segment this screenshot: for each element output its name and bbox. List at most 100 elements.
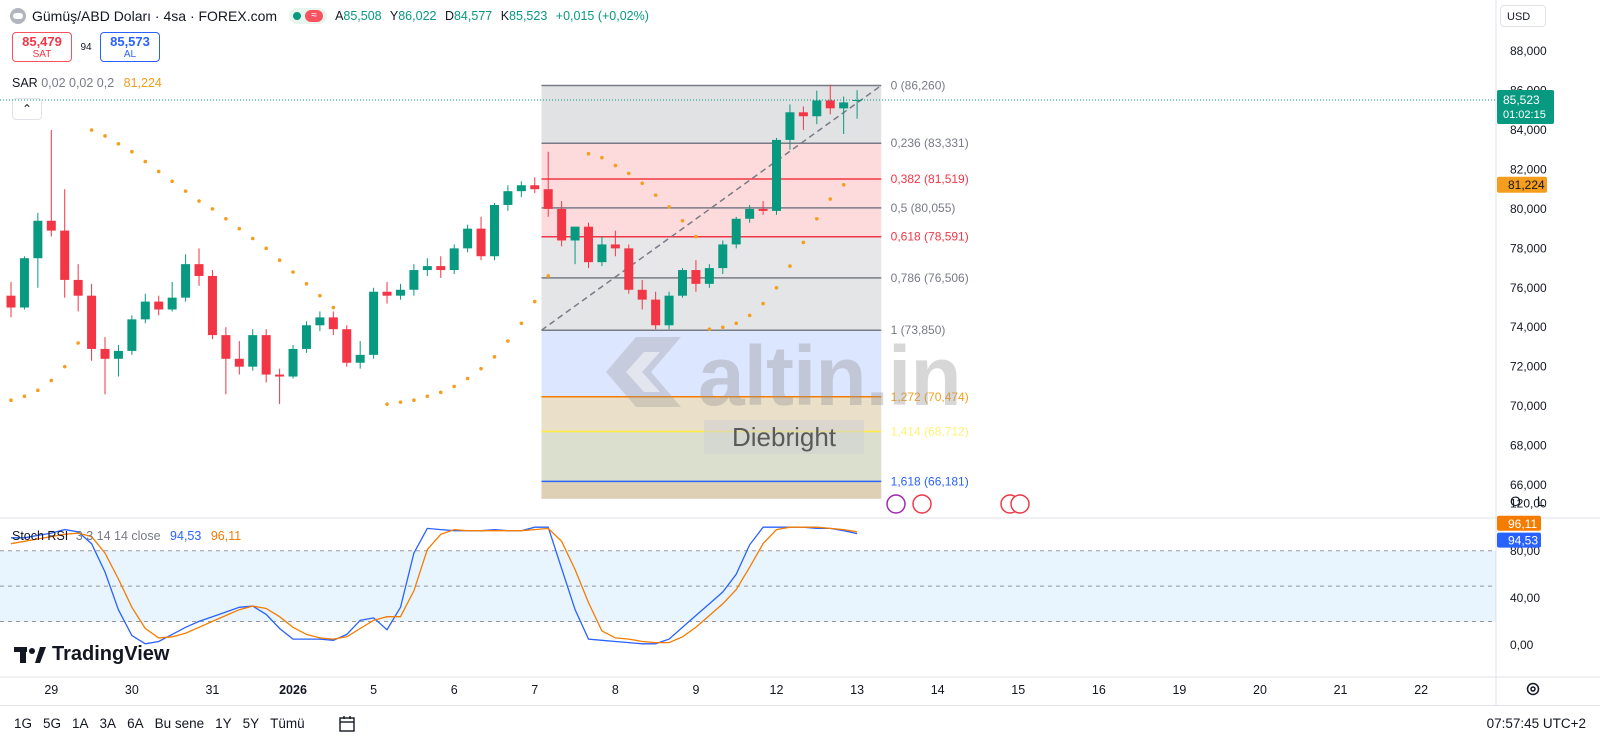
sell-button[interactable]: 85,479 SAT xyxy=(12,32,72,62)
time-tick-label: 20 xyxy=(1253,683,1267,697)
stoch-k-badge-label: 94,53 xyxy=(1508,534,1538,548)
fib-level-label-4: 0,618 (78,591) xyxy=(891,230,969,244)
buy-button[interactable]: 85,573 AL xyxy=(100,32,160,62)
chart-canvas[interactable]: 0 (86,260) 0,236 (83,331) 0,382 (81,519) 0,… xyxy=(0,0,1600,705)
gear-icon[interactable] xyxy=(1526,682,1540,696)
us-flag-event-icon xyxy=(1010,494,1030,514)
sar-legend[interactable]: SAR 0,02 0,02 0,2 81,224 xyxy=(12,76,162,90)
price-axis: 66,000 68,000 70,000 72,000 74,000 76,000 78,0… xyxy=(1497,44,1554,492)
low-value: 84,577 xyxy=(453,9,493,23)
high-key: Y xyxy=(389,9,399,23)
candle-body xyxy=(154,301,164,310)
fib-level-label-2: 0,382 (81,519) xyxy=(891,172,969,186)
candle-body xyxy=(248,335,258,367)
time-tick-label: 14 xyxy=(931,683,945,697)
sar-point xyxy=(385,402,389,406)
candle-body xyxy=(275,374,285,377)
price-tick-label: 74,000 xyxy=(1510,320,1547,334)
stoch-d-value: 96,11 xyxy=(210,529,242,543)
candle-body xyxy=(100,348,110,359)
time-tick-label: 12 xyxy=(770,683,784,697)
range-all[interactable]: Tümü xyxy=(270,716,305,731)
fibonacci-retracement: 0 (86,260) 0,236 (83,331) 0,382 (81,519) 0,… xyxy=(541,78,969,499)
range-5y[interactable]: 5Y xyxy=(242,716,260,731)
sar-point xyxy=(479,366,483,371)
range-1y[interactable]: 1Y xyxy=(215,716,232,731)
sar-point xyxy=(734,321,739,326)
sar-point xyxy=(788,264,792,268)
tradingview-logo[interactable]: TradingView xyxy=(14,643,169,666)
candle-body xyxy=(207,275,217,336)
time-axis: 29 30 31 2026 5 6 7 8 9 12 13 14 15 16 19 20 21 22 xyxy=(44,683,1428,697)
stoch-tick-label: 0,00 xyxy=(1510,638,1534,652)
economic-events xyxy=(886,494,1030,514)
range-1m[interactable]: 1A xyxy=(72,716,89,731)
sar-point xyxy=(156,169,161,174)
chart-header: Gümüş/ABD Doları · 4sa · FOREX.com ≈ A85… xyxy=(10,6,654,26)
sar-point xyxy=(291,270,295,274)
sar-point xyxy=(412,398,416,403)
chevron-up-icon: ⌃ xyxy=(21,102,33,116)
bar-countdown-label: 01:02:15 xyxy=(1503,109,1546,121)
time-tick-label: 21 xyxy=(1334,683,1348,697)
open-value: 85,508 xyxy=(343,9,382,23)
currency-button[interactable]: USD xyxy=(1500,5,1546,27)
candle-body xyxy=(610,244,620,249)
sar-point xyxy=(425,394,430,399)
sar-point xyxy=(237,226,242,231)
range-5d[interactable]: 5G xyxy=(43,716,62,731)
buy-label: AL xyxy=(123,49,137,60)
range-3m[interactable]: 3A xyxy=(99,716,117,731)
stoch-label: Stoch RSI xyxy=(12,529,69,543)
range-ytd[interactable]: Bu sene xyxy=(154,716,205,731)
candle-body xyxy=(597,244,607,263)
lock-scale-toggle[interactable]: L xyxy=(1536,493,1545,509)
time-range-buttons: 1G 5G 1A 3A 6A Bu sene 1Y 5Y Tümü xyxy=(14,716,316,731)
clock[interactable]: 07:57:45 UTC+2 xyxy=(1486,716,1586,731)
stoch-d-badge-label: 96,11 xyxy=(1508,517,1537,531)
sar-point xyxy=(774,286,779,290)
stoch-rsi-legend[interactable]: Stoch RSI 3 3 14 14 close 94,53 96,11 xyxy=(12,529,241,543)
sar-point xyxy=(398,400,403,404)
range-6m[interactable]: 6A xyxy=(127,716,144,731)
candle-body xyxy=(234,358,244,367)
range-1d[interactable]: 1G xyxy=(14,716,33,731)
sar-point xyxy=(103,134,107,138)
price-tick-label: 78,000 xyxy=(1510,241,1547,255)
candle-body xyxy=(73,279,83,296)
collapse-legend-button[interactable]: ⌃ xyxy=(12,98,42,120)
fib-zone-0 xyxy=(541,85,882,144)
time-tick-label: 7 xyxy=(531,683,538,697)
candle-body xyxy=(194,264,204,276)
market-status[interactable]: ≈ xyxy=(289,8,328,24)
market-open-icon xyxy=(293,12,302,20)
calendar-goto-icon[interactable] xyxy=(338,715,356,733)
sar-point xyxy=(720,325,725,330)
time-tick-label: 31 xyxy=(205,683,219,697)
candle-body xyxy=(422,266,432,271)
fib-level-label-7: 1,272 (70,474) xyxy=(891,390,969,404)
price-tick-label: 72,000 xyxy=(1510,360,1547,374)
candle-body xyxy=(140,301,150,320)
stoch-tick-label: 40,00 xyxy=(1510,591,1540,605)
candle-body xyxy=(704,268,714,284)
candle-body xyxy=(301,325,311,349)
scale-toggles: O L xyxy=(1510,493,1557,509)
log-scale-toggle[interactable]: O xyxy=(1510,493,1521,509)
sar-point xyxy=(49,378,54,383)
sar-point xyxy=(841,182,846,187)
candle-body xyxy=(637,289,647,300)
sar-point xyxy=(801,240,806,245)
sar-point xyxy=(183,189,188,193)
sar-point xyxy=(130,149,134,154)
sar-point xyxy=(680,218,685,223)
candle-body xyxy=(839,102,849,109)
candle-body xyxy=(87,295,97,349)
time-tick-label: 29 xyxy=(44,683,58,697)
candle-body xyxy=(852,100,862,102)
sar-point xyxy=(36,388,40,393)
candle-body xyxy=(664,295,674,326)
candle-body xyxy=(583,226,593,263)
symbol-title[interactable]: Gümüş/ABD Doları · 4sa · FOREX.com xyxy=(32,8,278,24)
